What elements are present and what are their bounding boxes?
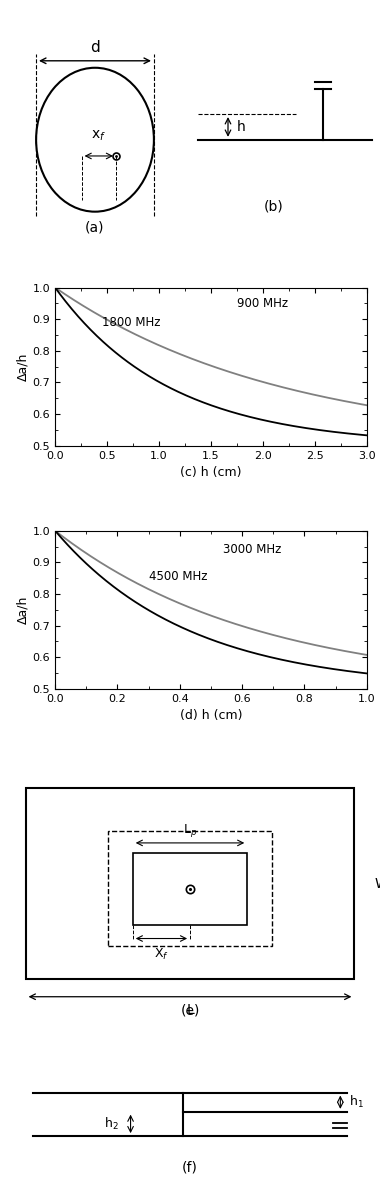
Text: (a): (a) <box>85 220 105 235</box>
Text: d: d <box>90 40 100 55</box>
Text: X$_f$: X$_f$ <box>154 946 169 962</box>
Bar <box>133 853 247 925</box>
Text: W: W <box>375 877 380 890</box>
Text: x$_f$: x$_f$ <box>90 129 106 144</box>
Text: h$_1$: h$_1$ <box>349 1094 364 1111</box>
Text: L: L <box>186 1003 194 1017</box>
Text: (b): (b) <box>264 200 283 214</box>
Bar <box>108 831 272 946</box>
Text: 900 MHz: 900 MHz <box>237 297 288 310</box>
Text: (f): (f) <box>182 1160 198 1174</box>
Text: h$_2$: h$_2$ <box>104 1115 119 1132</box>
X-axis label: (c) h (cm): (c) h (cm) <box>180 466 242 479</box>
Text: 1800 MHz: 1800 MHz <box>102 316 160 329</box>
Text: L$_p$: L$_p$ <box>183 822 197 840</box>
Bar <box>26 788 354 979</box>
Text: 3000 MHz: 3000 MHz <box>223 543 282 556</box>
Text: h: h <box>236 120 245 134</box>
Text: (e): (e) <box>180 1004 200 1018</box>
Y-axis label: Δa/h: Δa/h <box>17 352 30 381</box>
Text: 4500 MHz: 4500 MHz <box>149 570 207 582</box>
Y-axis label: Δa/h: Δa/h <box>17 595 30 624</box>
X-axis label: (d) h (cm): (d) h (cm) <box>180 709 242 722</box>
